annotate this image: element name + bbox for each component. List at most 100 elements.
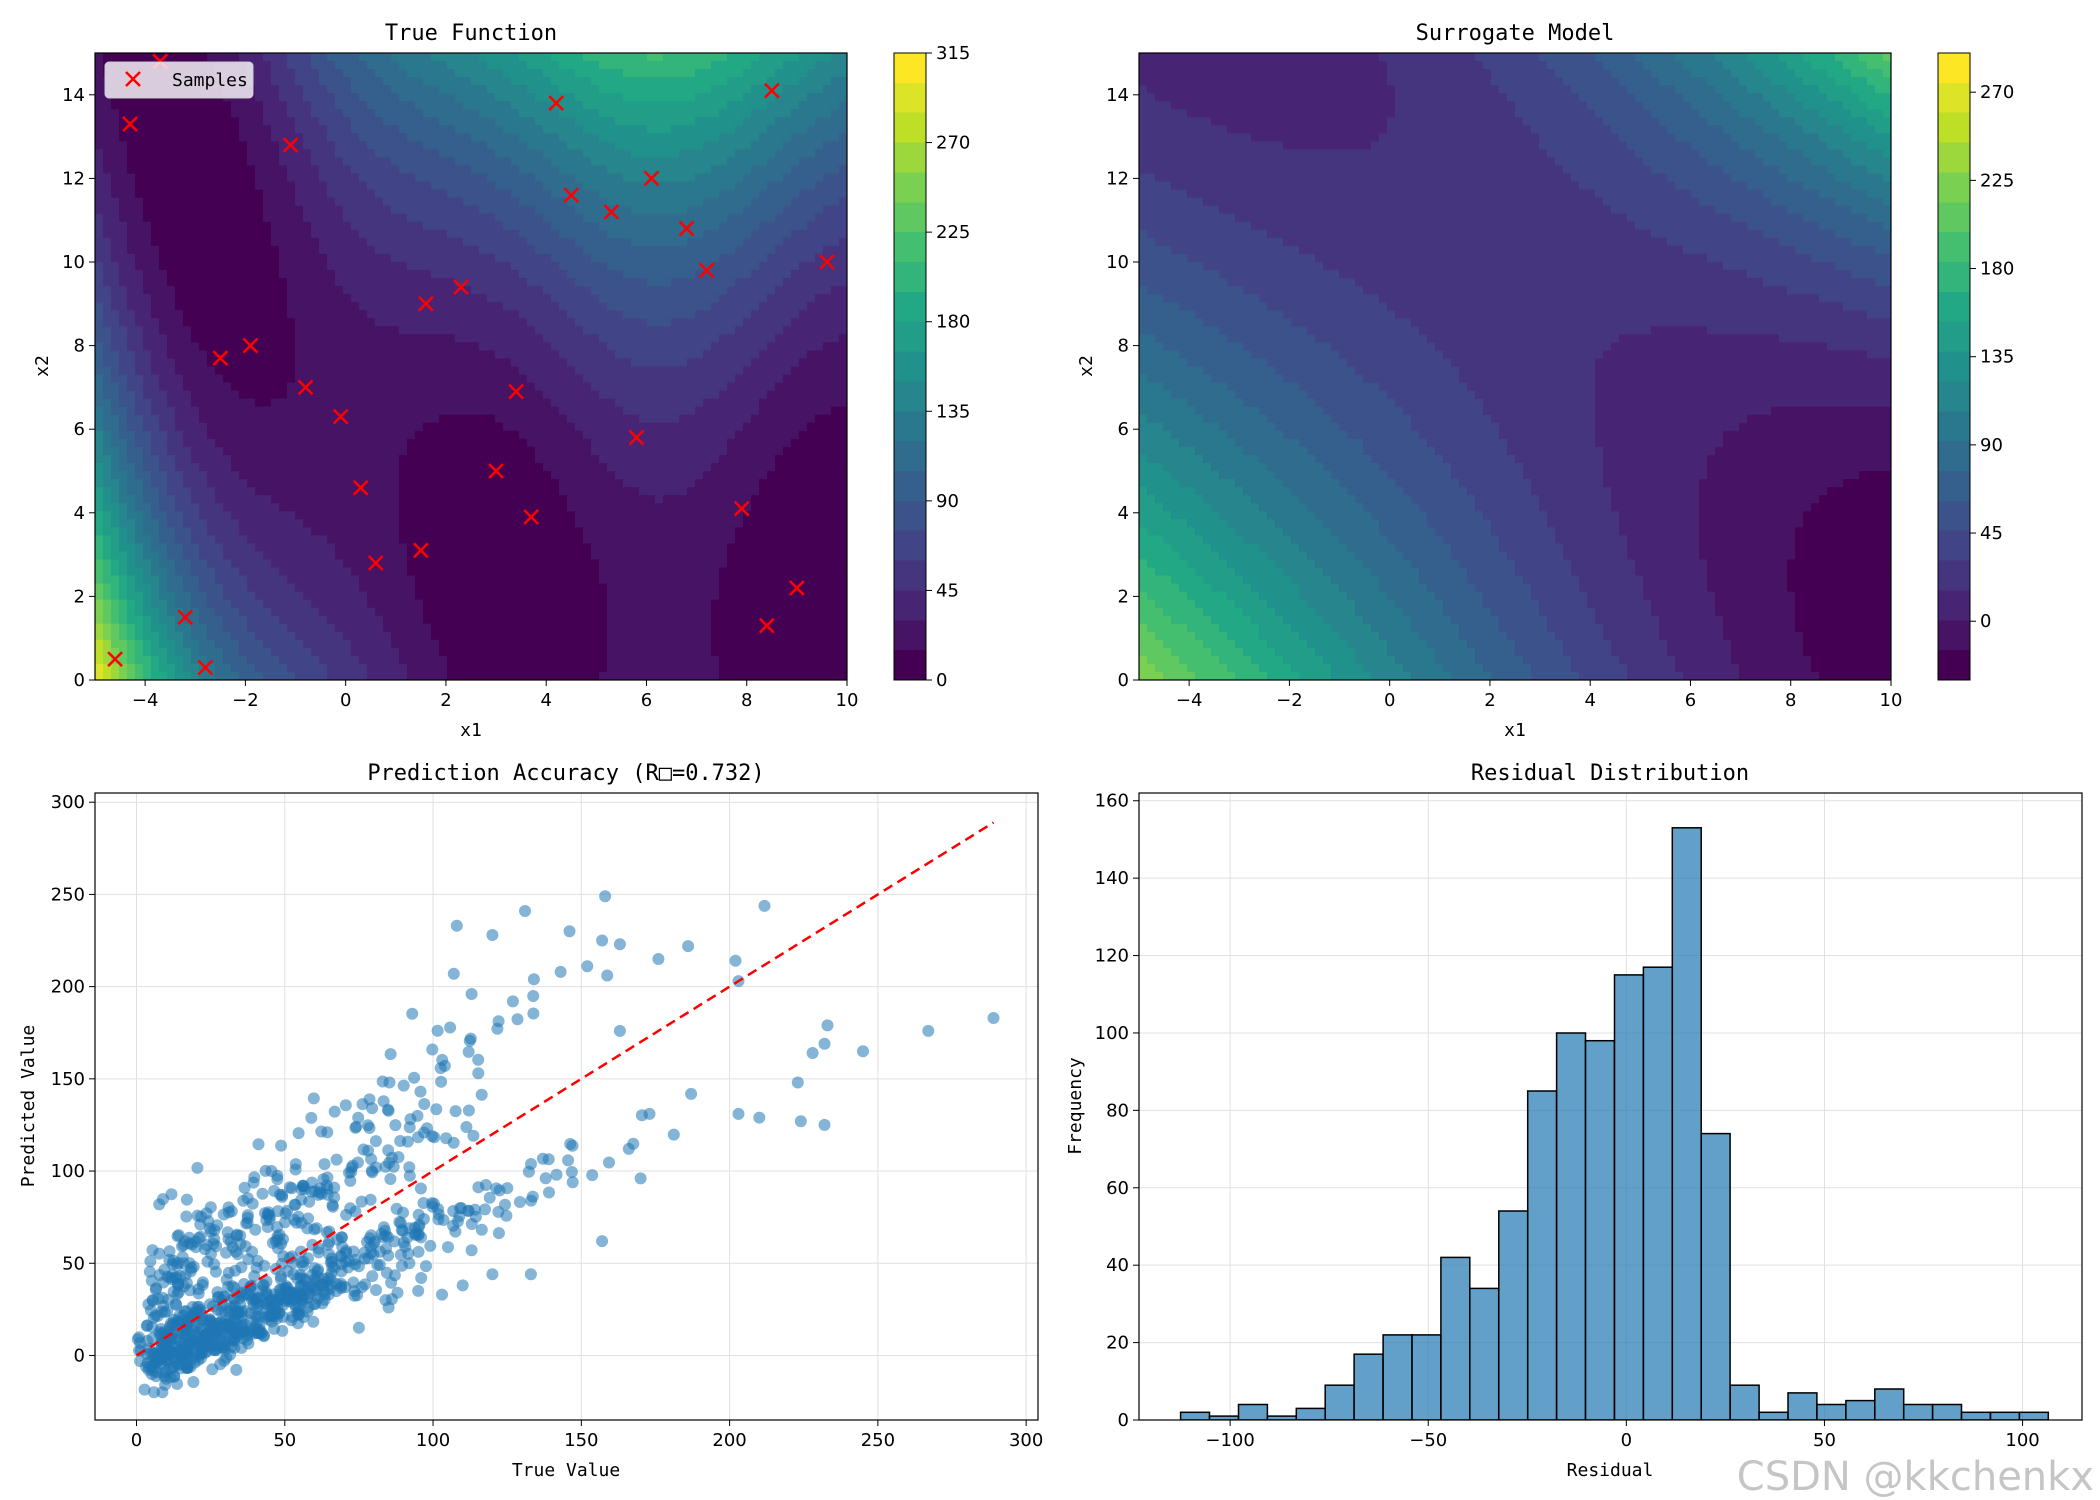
contour-cell [583,567,592,577]
contour-cell [503,278,512,287]
contour-cell [255,173,264,183]
contour-cell [543,471,552,480]
contour-cell [415,61,424,70]
contour-cell [159,350,168,360]
contour-cell [487,85,496,94]
contour-cell [287,253,296,263]
contour-cell [535,471,544,480]
contour-cell [255,358,264,368]
contour-cell [383,302,392,311]
contour-cell [567,141,576,151]
contour-cell [599,519,608,528]
contour-cell [583,205,592,215]
contour-cell [343,462,352,472]
contour-cell [335,197,344,207]
contour-cell [511,366,520,376]
contour-cell [295,189,304,199]
contour-cell [263,173,272,183]
contour-cell [167,398,176,408]
contour-cell [287,414,296,424]
contour-cell [375,318,384,327]
contour-cell [119,575,128,585]
contour-cell [375,53,384,62]
contour-cell [535,77,544,86]
contour-cell [279,454,288,464]
contour-cell [103,655,112,665]
contour-cell [407,253,416,263]
contour-cell [271,551,280,561]
contour-cell [279,567,288,577]
contour-cell [591,519,600,528]
contour-cell [135,374,144,384]
contour-cell [599,406,608,416]
contour-cell [151,631,160,641]
contour-cell [375,655,384,665]
contour-cell [319,69,328,78]
contour-cell [383,559,392,569]
contour-cell [439,93,448,102]
contour-cell [247,189,256,199]
contour-cell [591,350,600,360]
contour-cell [415,213,424,223]
contour-cell [159,631,168,641]
contour-cell [415,334,424,343]
contour-cell [159,302,168,311]
contour-cell [119,438,128,448]
contour-cell [127,430,136,440]
contour-cell [239,189,248,199]
contour-cell [519,61,528,70]
contour-cell [327,591,336,601]
contour-cell [487,173,496,183]
contour-cell [591,607,600,617]
contour-cell [463,197,472,207]
contour-cell [151,229,160,239]
contour-cell [143,253,152,263]
contour-cell [311,318,320,327]
contour-cell [479,671,488,680]
contour-cell [311,278,320,287]
contour-cell [367,77,376,86]
contour-cell [199,446,208,456]
contour-cell [503,559,512,569]
contour-cell [103,141,112,151]
contour-cell [207,575,216,585]
contour-cell [423,422,432,432]
contour-cell [119,342,128,352]
contour-cell [127,551,136,561]
contour-cell [367,262,376,271]
contour-cell [471,173,480,183]
contour-cell [559,294,568,303]
contour-cell [471,302,480,311]
contour-cell [439,358,448,368]
contour-cell [215,173,224,183]
contour-cell [591,471,600,480]
contour-cell [95,583,104,593]
contour-cell [175,302,184,311]
contour-cell [439,535,448,544]
contour-cell [575,471,584,480]
contour-cell [583,623,592,633]
contour-cell [103,414,112,424]
contour-cell [543,69,552,78]
contour-cell [575,575,584,585]
contour-cell [343,125,352,134]
contour-cell [223,519,232,528]
contour-cell [351,181,360,191]
contour-cell [151,454,160,464]
contour-cell [375,663,384,673]
contour-cell [351,438,360,448]
contour-cell [183,358,192,368]
contour-cell [383,165,392,175]
contour-cell [383,527,392,536]
contour-cell [239,350,248,360]
contour-cell [159,398,168,408]
contour-cell [239,310,248,319]
contour-cell [135,462,144,472]
contour-cell [255,149,264,159]
contour-cell [231,398,240,408]
contour-cell [479,310,488,319]
contour-cell [359,623,368,633]
contour-cell [223,567,232,577]
contour-cell [551,197,560,207]
contour-cell [463,326,472,335]
